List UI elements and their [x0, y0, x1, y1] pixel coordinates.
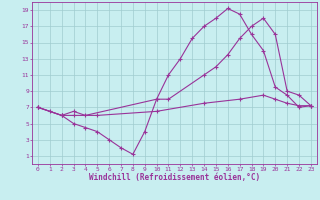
X-axis label: Windchill (Refroidissement éolien,°C): Windchill (Refroidissement éolien,°C): [89, 173, 260, 182]
